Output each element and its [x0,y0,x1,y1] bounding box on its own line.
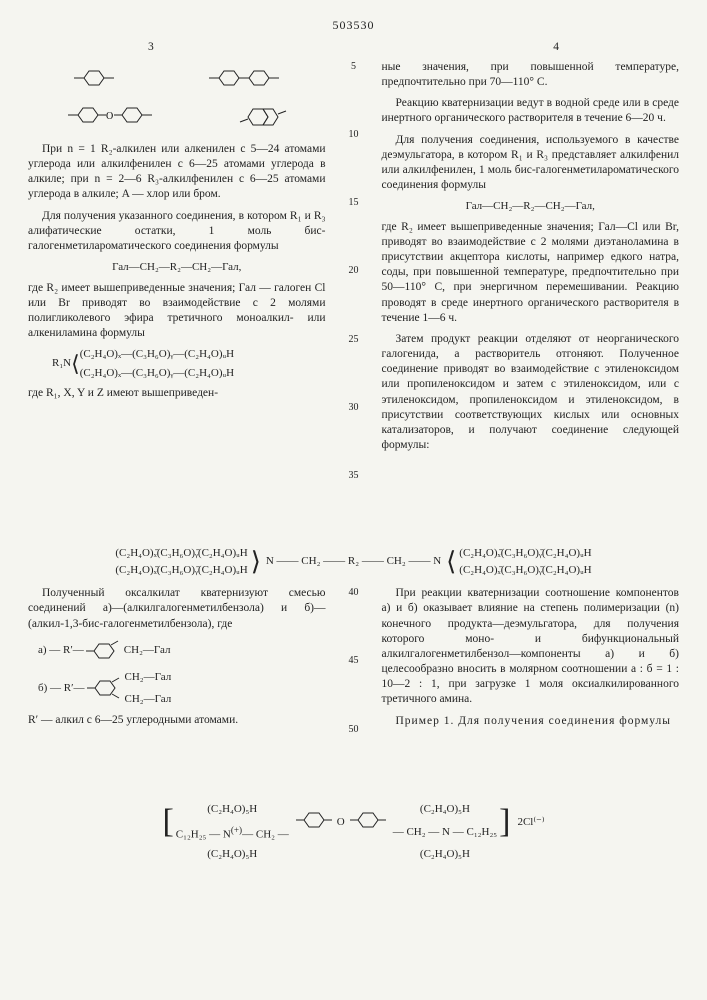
wide-formula-2: [ (C₂H₄O)₅H O (C₂H₄O)₅H ] 2Cl⁽⁻⁾ C₁₂H₂₅ … [28,799,679,862]
benzene-13-icon [85,671,125,705]
diphenyl-ether-icon: O [66,100,162,130]
naphthalene-icon [238,100,288,134]
benzene-meta-icon [84,638,124,664]
page-number-left: 3 [148,40,154,55]
chem-structures-row2: O [28,100,326,134]
left-column: O При n = 1 R₂-алкилен или алкенилен с 5… [28,60,326,537]
formula-a: а) — R′— CH₂—Гал [38,638,326,664]
chem-structures-row1 [28,64,326,92]
paragraph: При n = 1 R₂-алкилен или алкенилен с 5—2… [28,142,326,203]
paragraph: Для получения соединения, используемого … [382,133,680,194]
line-numbers-2: 404550 [346,586,362,791]
amine-formula: R₁N ⟨ (C₂H₄O)ₓ—(C₃H₆O)ᵧ—(C₂H₄O)ᵤH (C₂H₄O… [52,347,326,380]
paragraph: При реакции кватернизации соотношение ко… [382,586,680,707]
phenyl-icon [294,807,334,833]
right-column: ные значения, при повышенной температуре… [382,60,680,537]
example-heading: Пример 1. Для получения соединения форму… [382,714,680,729]
line-numbers: 510 1520 2530 35 [346,60,362,537]
formula: Гал—CH₂—R₂—CH₂—Гал, [28,260,326,275]
svg-text:O: O [106,111,113,122]
paragraph: Затем продукт реакции отделяют от неорга… [382,332,680,453]
benzene-para-icon [70,64,120,92]
biphenyl-icon [205,64,283,92]
paragraph: где R₂ имеет вышеприведенные значения; Г… [28,281,326,342]
paragraph: где R₁, X, Y и Z имеют вышеприведен- [28,386,326,401]
paragraph: где R₂ имеет вышеприведенные значения; Г… [382,220,680,326]
formula: Гал—CH₂—R₂—CH₂—Гал, [382,199,680,214]
patent-number: 503530 [28,18,679,34]
paragraph: Для получения указанного соединения, в к… [28,209,326,255]
paragraph: ные значения, при повышенной температуре… [382,60,680,90]
paragraph: Полученный оксалкилат кватернизуют смесь… [28,586,326,632]
right-column-2: При реакции кватернизации соотношение ко… [382,586,680,791]
left-column-2: Полученный оксалкилат кватернизуют смесь… [28,586,326,791]
formula-b: б) — R′— CH₂—Гал CH₂—Гал [38,670,326,707]
wide-formula-1: (C₂H₄O)ₓ̄(C₃H₆O)ᵧ̄(C₂H₄O)ᵤH ⟩ N —— CH₂ —… [28,545,679,578]
phenyl-icon [348,807,388,833]
paragraph: R′ — алкил с 6—25 углеродными атомами. [28,713,326,728]
page-number-right: 4 [553,40,559,55]
paragraph: Реакцию кватернизации ведут в водной сре… [382,96,680,126]
